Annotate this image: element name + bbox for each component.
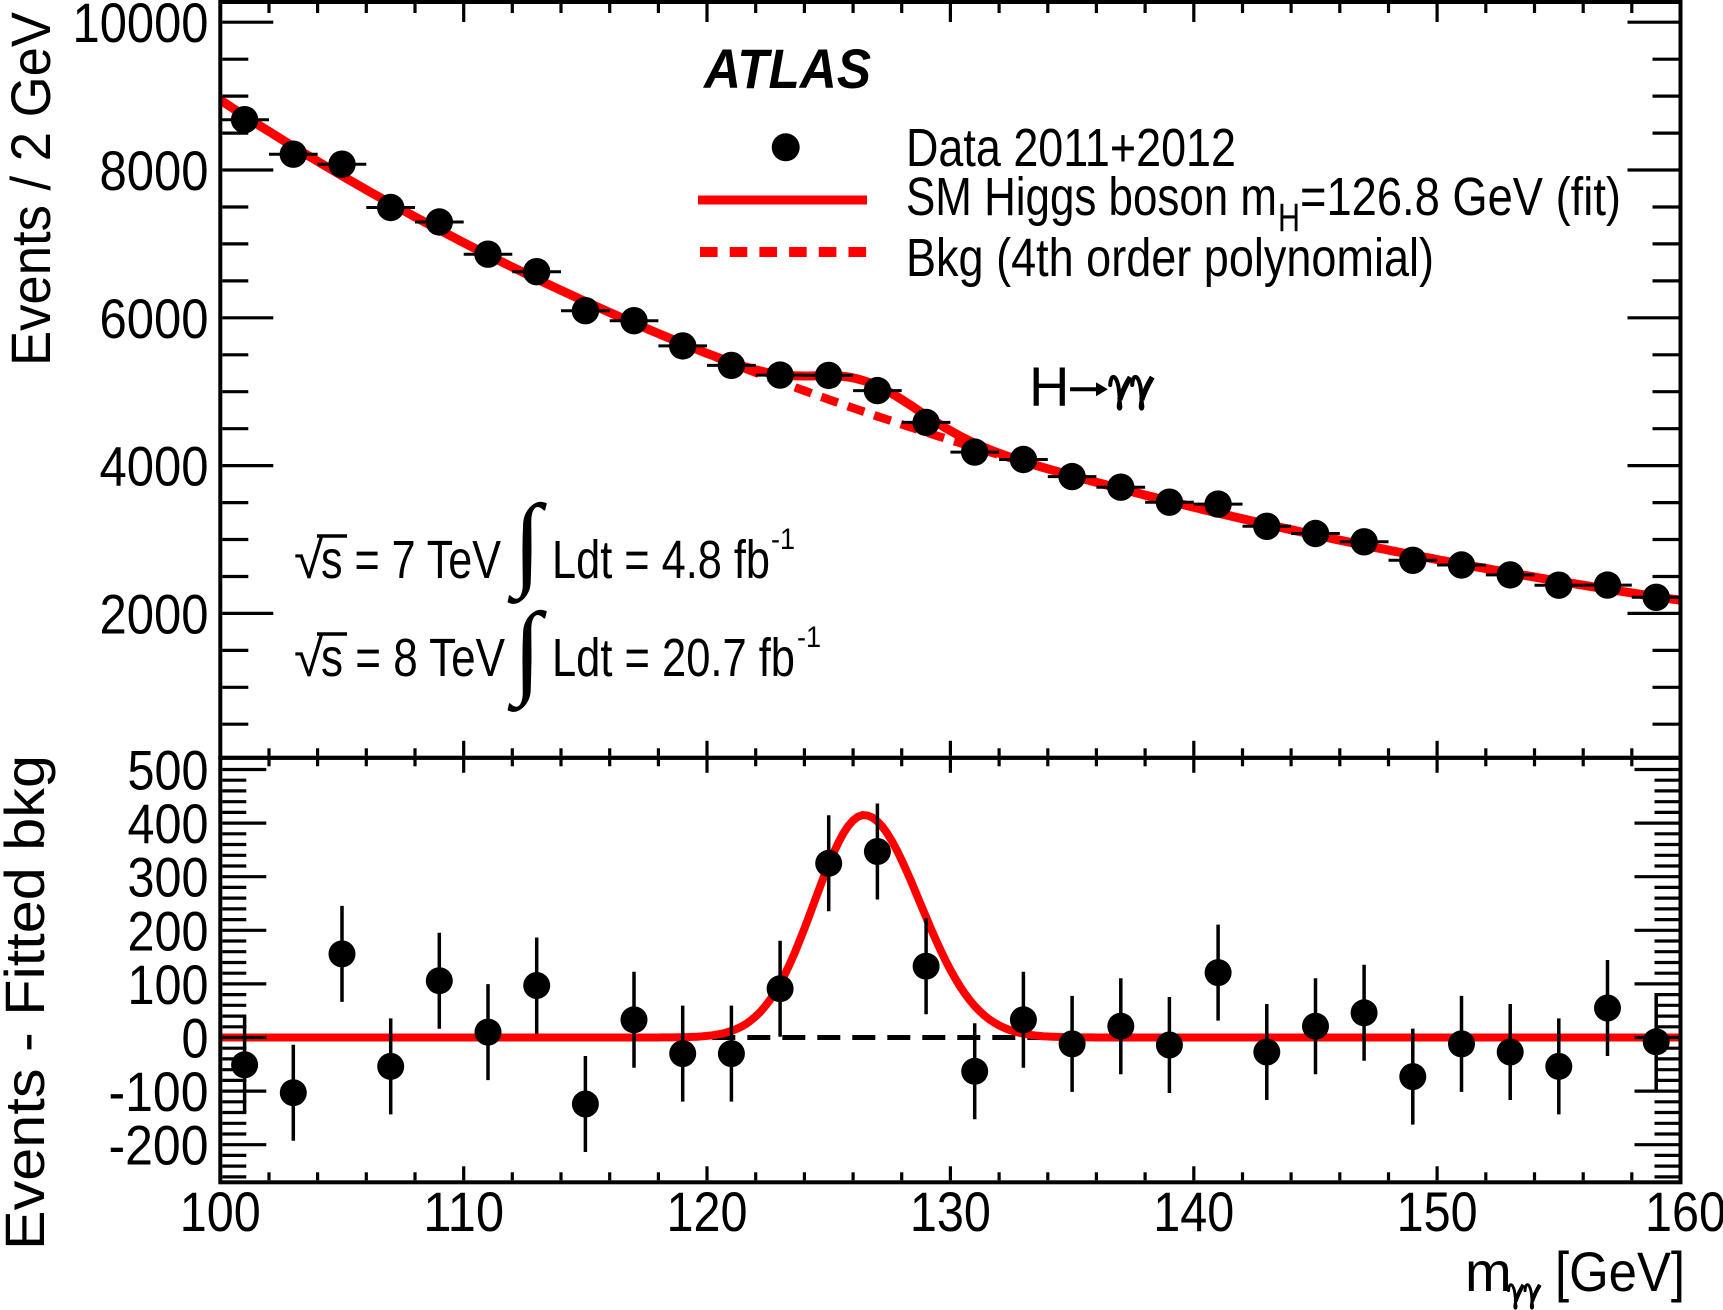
svg-text:Data 2011+2012: Data 2011+2012 <box>906 118 1236 178</box>
svg-text:=126.8 GeV (fit): =126.8 GeV (fit) <box>1300 167 1621 227</box>
svg-text:H: H <box>1278 196 1300 240</box>
svg-text:s = 7 TeV: s = 7 TeV <box>321 530 501 590</box>
svg-text:100: 100 <box>128 953 209 1016</box>
svg-text:s = 8 TeV: s = 8 TeV <box>321 628 505 688</box>
svg-text:-1: -1 <box>797 621 821 654</box>
svg-text:150: 150 <box>1397 1180 1478 1243</box>
svg-text:100: 100 <box>180 1180 261 1243</box>
svg-text:2000: 2000 <box>100 582 209 645</box>
svg-text:Ldt = 4.8 fb: Ldt = 4.8 fb <box>552 530 770 590</box>
svg-text:160: 160 <box>1645 1180 1723 1243</box>
svg-text:∫: ∫ <box>507 484 547 604</box>
svg-text:√: √ <box>294 628 324 688</box>
svg-text:ATLAS: ATLAS <box>702 37 871 100</box>
svg-text:130: 130 <box>910 1180 991 1243</box>
svg-text:SM Higgs boson m: SM Higgs boson m <box>906 167 1277 227</box>
svg-text:110: 110 <box>423 1180 504 1243</box>
svg-text:-100: -100 <box>109 1060 209 1123</box>
svg-text:10000: 10000 <box>73 0 209 54</box>
svg-text:Bkg (4th order polynomial): Bkg (4th order polynomial) <box>906 228 1434 288</box>
svg-text:8000: 8000 <box>100 139 209 202</box>
svg-text:200: 200 <box>128 899 209 962</box>
svg-text:0: 0 <box>182 1007 209 1070</box>
svg-text:6000: 6000 <box>100 287 209 350</box>
svg-text:Events - Fitted bkg: Events - Fitted bkg <box>0 755 56 1250</box>
svg-text:400: 400 <box>128 792 209 855</box>
svg-text:300: 300 <box>128 846 209 909</box>
svg-text:√: √ <box>294 530 324 590</box>
svg-text:140: 140 <box>1153 1180 1234 1243</box>
svg-text:120: 120 <box>667 1180 748 1243</box>
svg-text:500: 500 <box>128 739 209 802</box>
svg-text:[GeV]: [GeV] <box>1555 1240 1685 1303</box>
svg-text:-200: -200 <box>109 1114 209 1177</box>
svg-text:-1: -1 <box>771 523 795 556</box>
svg-text:4000: 4000 <box>100 435 209 498</box>
svg-text:∫: ∫ <box>507 592 547 712</box>
svg-text:m: m <box>1465 1240 1512 1303</box>
svg-text:Events / 2 GeV: Events / 2 GeV <box>0 11 62 366</box>
svg-text:H: H <box>1029 355 1069 418</box>
svg-text:Ldt = 20.7 fb: Ldt = 20.7 fb <box>552 628 795 688</box>
